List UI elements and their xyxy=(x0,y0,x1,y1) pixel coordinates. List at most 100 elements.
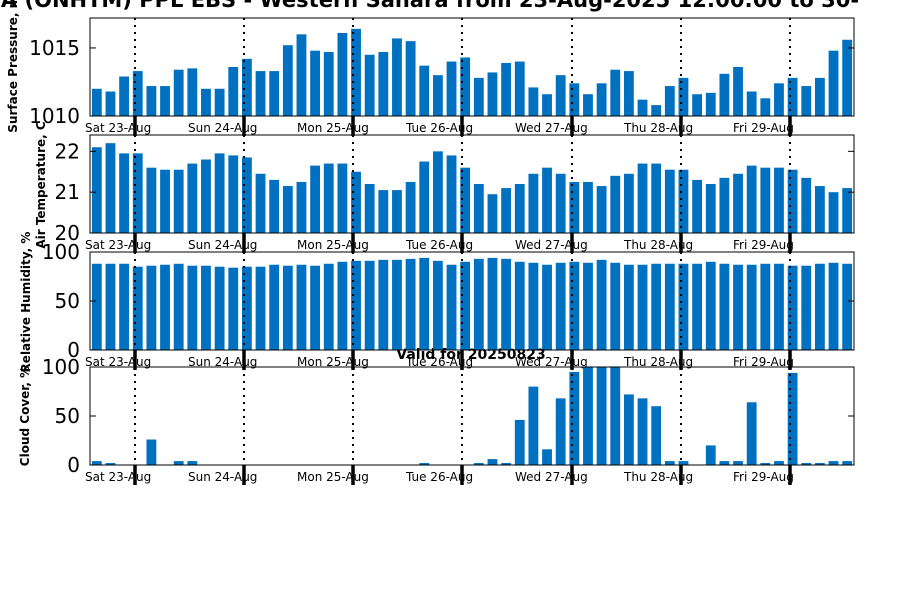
x-tick-label: Sat 23-Aug xyxy=(85,470,151,484)
plot-frame xyxy=(89,17,855,117)
bar xyxy=(828,192,839,233)
bar xyxy=(378,259,389,350)
bar xyxy=(774,461,784,465)
bar xyxy=(310,50,321,116)
bar xyxy=(214,266,225,350)
bar xyxy=(787,372,798,465)
bar xyxy=(337,261,348,350)
y-tick-label: 1015 xyxy=(29,36,80,60)
bar xyxy=(705,261,716,350)
bar xyxy=(173,169,184,233)
bar xyxy=(828,461,839,465)
x-tick-label: Thu 28-Aug xyxy=(623,121,693,135)
bar xyxy=(814,463,825,465)
bar xyxy=(269,264,280,350)
bar xyxy=(173,69,184,116)
bar xyxy=(596,186,607,233)
x-tick-label: Wed 27-Aug xyxy=(515,121,588,135)
bar xyxy=(241,58,252,116)
bar xyxy=(501,188,512,233)
x-tick-label: Thu 28-Aug xyxy=(623,470,693,484)
x-tick-label: Wed 27-Aug xyxy=(515,238,588,252)
bar xyxy=(801,463,812,465)
bar xyxy=(842,188,853,233)
bar xyxy=(446,155,457,233)
bar xyxy=(569,261,580,350)
bar xyxy=(692,263,703,350)
bar xyxy=(528,262,539,350)
x-tick-label: Mon 25-Aug xyxy=(297,121,369,135)
chart-panel-4: 0 50 100 Sat 23-Aug Sun 24-Aug Mon 25-Aug Tue … xyxy=(18,355,855,485)
x-tick-label: Tue 26-Aug xyxy=(405,238,473,252)
bar xyxy=(774,167,784,233)
bar xyxy=(774,263,784,350)
bar xyxy=(337,163,348,233)
bar xyxy=(678,169,689,233)
bar xyxy=(405,181,416,233)
y-tick-label: 0 xyxy=(67,453,80,477)
bar xyxy=(514,261,525,350)
x-tick-label: Fri 29-Aug xyxy=(733,355,794,369)
x-tick-label: Sun 24-Aug xyxy=(188,355,257,369)
bar xyxy=(241,157,252,233)
bar xyxy=(583,262,593,350)
bar xyxy=(419,463,430,465)
bar xyxy=(119,153,130,233)
y-tick-label: 100 xyxy=(42,240,80,264)
bar xyxy=(569,181,580,233)
bar xyxy=(542,167,552,233)
bar xyxy=(842,263,853,350)
bar xyxy=(446,264,457,350)
y-tick-label: 20 xyxy=(55,221,80,245)
bar xyxy=(801,177,812,233)
bar xyxy=(173,263,184,350)
bar xyxy=(664,86,675,116)
bar xyxy=(132,266,143,350)
bar-series xyxy=(91,257,853,350)
bar xyxy=(201,88,211,116)
x-tick-label: Fri 29-Aug xyxy=(733,470,794,484)
bar xyxy=(610,175,621,233)
bar xyxy=(828,50,839,116)
x-tick-label: Wed 27-Aug xyxy=(515,470,588,484)
x-tick-label: Tue 26-Aug xyxy=(405,470,473,484)
bar xyxy=(528,87,539,116)
bar xyxy=(201,159,211,233)
bar xyxy=(760,463,771,465)
bar xyxy=(432,260,443,350)
chart-panel-2: 20 21 22 Sat 23-Aug Sun 24-Aug Mon 25-Aug Tue … xyxy=(34,121,855,253)
bar xyxy=(842,39,853,116)
bar-series xyxy=(91,143,853,233)
bar xyxy=(255,71,266,116)
bar xyxy=(664,461,675,465)
bar xyxy=(514,419,525,465)
y-axis-label: Surface Pressure, mb xyxy=(6,0,20,133)
bar xyxy=(637,398,648,465)
bar xyxy=(760,167,771,233)
bar xyxy=(323,163,334,233)
bar xyxy=(623,394,634,465)
bar xyxy=(555,173,566,233)
bar xyxy=(623,264,634,350)
bar xyxy=(801,86,812,116)
bar xyxy=(610,69,621,116)
bar xyxy=(269,71,280,116)
bar xyxy=(528,173,539,233)
x-tick-label: Thu 28-Aug xyxy=(623,355,693,369)
bar xyxy=(378,52,389,116)
valid-date-label: Valid for 20250823 xyxy=(396,347,545,363)
bar xyxy=(842,461,853,465)
bar xyxy=(787,265,798,350)
x-tick-label: Tue 26-Aug xyxy=(405,355,473,369)
bar xyxy=(228,67,239,116)
bar xyxy=(801,265,812,350)
y-axis-label: Cloud Cover, % xyxy=(18,366,32,466)
bar xyxy=(487,459,498,465)
bar xyxy=(678,263,689,350)
bar xyxy=(364,54,375,116)
bar xyxy=(746,91,757,116)
bar xyxy=(719,263,730,350)
x-tick-label: Sun 24-Aug xyxy=(188,238,257,252)
bar xyxy=(187,461,198,465)
